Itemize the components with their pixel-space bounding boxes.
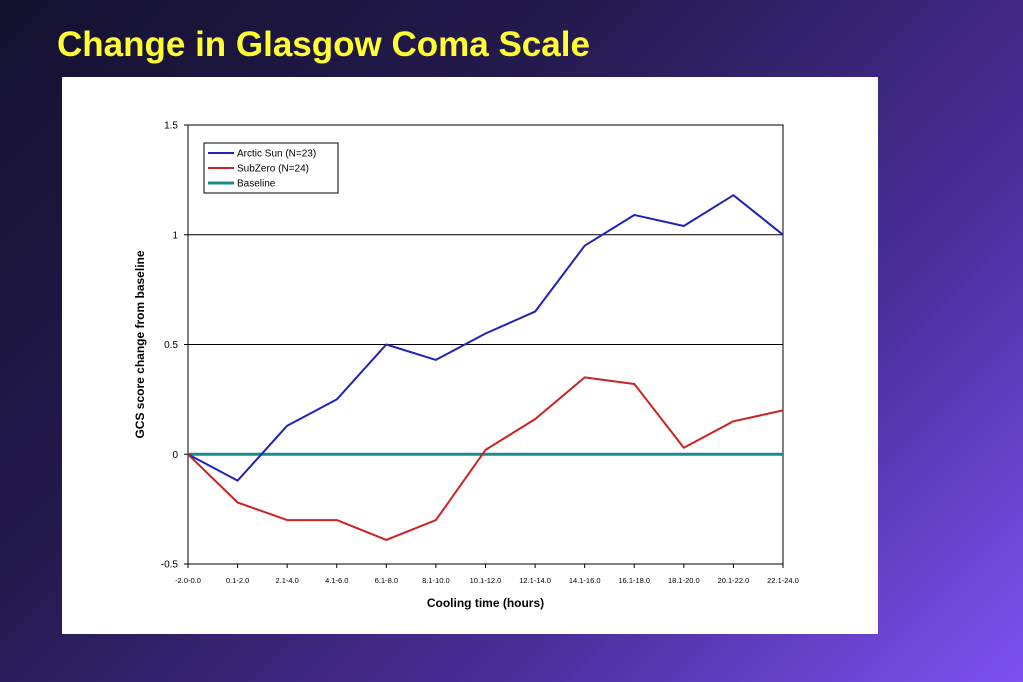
x-tick-label: 16.1-18.0: [618, 576, 650, 585]
y-axis-title: GCS score change from baseline: [133, 250, 147, 438]
series-line-subzero-n-24: [187, 376, 784, 541]
x-tick-label: 8.1-10.0: [422, 576, 450, 585]
chart-panel: -0.5 0 0.5 1 1.5 -2.0-0.0 0.1-2.0 2.1-4.0 4.1-6…: [62, 77, 878, 634]
x-tick-label: 10.1-12.0: [470, 576, 502, 585]
y-tick-label: 0.5: [164, 340, 178, 351]
x-tick-label: 22.1-24.0: [767, 576, 799, 585]
x-tick-label: 6.1-8.0: [375, 576, 398, 585]
line-chart: -0.5 0 0.5 1 1.5 -2.0-0.0 0.1-2.0 2.1-4.0 4.1-6…: [133, 121, 799, 611]
series-line-arctic-sun-n-23: [187, 194, 784, 482]
legend-label: Arctic Sun (N=23): [237, 149, 316, 160]
x-tick-label: 14.1-16.0: [569, 576, 601, 585]
y-tick-label: 0: [172, 450, 178, 461]
x-axis-ticks: -2.0-0.0 0.1-2.0 2.1-4.0 4.1-6.0 6.1-8.0 8.1-…: [175, 564, 799, 585]
x-tick-label: 20.1-22.0: [718, 576, 750, 585]
slide-title: Change in Glasgow Coma Scale: [57, 25, 590, 64]
legend-label: Baseline: [237, 179, 276, 190]
y-tick-label: -0.5: [161, 560, 179, 571]
x-tick-label: 2.1-4.0: [275, 576, 298, 585]
x-tick-label: -2.0-0.0: [175, 576, 201, 585]
series-lines: [187, 194, 784, 541]
x-axis-title: Cooling time (hours): [427, 596, 544, 610]
y-axis-ticks: -0.5 0 0.5 1 1.5: [161, 121, 188, 571]
x-tick-label: 4.1-6.0: [325, 576, 348, 585]
x-tick-label: 18.1-20.0: [668, 576, 700, 585]
legend: Arctic Sun (N=23) SubZero (N=24) Baseline: [203, 142, 339, 194]
x-tick-label: 12.1-14.0: [519, 576, 551, 585]
legend-label: SubZero (N=24): [237, 164, 309, 175]
y-tick-label: 1: [172, 230, 178, 241]
y-tick-label: 1.5: [164, 121, 178, 132]
x-tick-label: 0.1-2.0: [226, 576, 249, 585]
gridlines: [188, 234, 783, 345]
